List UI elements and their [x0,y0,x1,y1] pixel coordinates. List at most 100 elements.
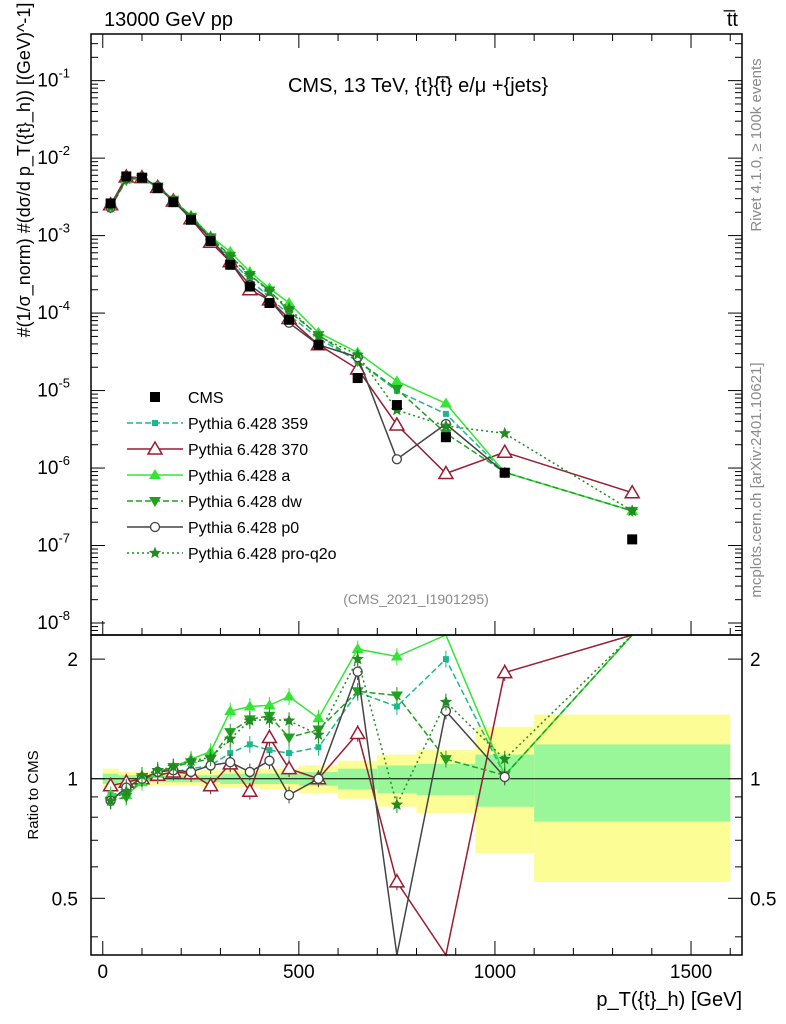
header-left: 13000 GeV pp [104,9,233,31]
cms-point [244,281,255,292]
x-tick-label: 0 [97,962,108,983]
ratio-point [104,794,117,806]
ratio-point [243,700,256,711]
ratio-point [351,643,364,654]
legend-label: CMS [188,390,224,407]
ratio-point [286,750,293,757]
cms-point [205,236,216,247]
watermark: (CMS_2021_I1901295) [343,591,489,607]
ratio-point [388,873,406,888]
side-label-top: Rivet 4.1.0, ≥ 100k events [748,58,765,231]
series-point [442,410,449,417]
y-tick-label: 10-4 [37,298,70,324]
legend-label: Pythia 6.428 a [188,468,290,485]
ratio-point [312,712,325,723]
ratio-point [243,714,256,726]
cms-point [313,339,324,350]
ratio-frame [90,634,743,956]
cms-point [105,198,116,209]
tick-labels: 10-8 10-7 10-6 10-5 10-4 10-3 10-2 10-1 0 500 1000… [37,66,776,983]
series-point [439,419,453,432]
legend-marker [149,497,161,507]
y-tick-label: 10-5 [37,376,70,402]
y-tick-label: 10-7 [37,531,70,557]
ratio-tick-label: 1 [67,770,78,791]
ratio-point [393,703,400,710]
series-point [351,348,364,360]
ratio-point [439,755,452,766]
series-point [498,426,511,439]
band-inner [416,763,476,795]
ratio-point [263,699,276,710]
ratio-tick-label-right: 2 [750,650,761,671]
series-point [391,454,403,465]
y-tick-label: 10-3 [37,221,70,247]
series-point [388,416,406,431]
ratio-tick-label: 0.5 [52,889,78,910]
main-frame [90,33,743,636]
x-axis-label: p_T({t}_h) [GeV] [596,989,742,1011]
cms-point [136,172,147,183]
series-point [312,329,325,342]
ratio-point [167,760,180,773]
cms-point [499,467,510,478]
ratio-point [283,789,295,801]
ratio-uncertainty-bands [91,714,742,882]
ratio-point [246,741,253,748]
ratio-line-pythia-6-428-p0 [110,671,506,956]
series-line-pythia-6-428-359 [109,177,633,512]
x-tick-label: 500 [283,962,315,983]
ratio-point [349,724,366,740]
legend-marker [148,546,162,559]
ratio-point [202,777,219,792]
ratio-point [280,760,298,775]
y-tick-label: 10-1 [37,66,70,92]
series-point [390,384,403,395]
ratio-point [390,650,403,661]
legend-label: Pythia 6.428 p0 [188,520,299,537]
series-point [224,250,237,263]
series-line-pythia-6-428-pro-q2o [109,176,633,512]
series-point [283,296,296,307]
series-point [390,375,403,386]
y-axis-label: #(1/σ_norm) #(dσ/d p_T({t}_h)) [(GeV)^-1… [14,3,35,338]
legend-marker [149,521,161,533]
ratio-point [244,766,255,778]
ratio-point [390,798,404,810]
ratio-point [351,652,364,665]
side-label-bottom: mcplots.cern.ch [arXiv:2401.10621] [748,362,765,597]
axes-ticks [91,33,742,955]
cms-point [627,534,638,545]
x-tick-label: 1500 [670,962,712,983]
y-tick-label: 10-8 [37,608,70,634]
series-point [437,465,455,480]
ratio-tick-label-right: 1 [750,770,761,791]
ratio-point [151,763,164,776]
ratio-tick-label: 2 [67,650,78,671]
cms-point [225,259,236,270]
ratio-tick-label-right: 0.5 [750,889,776,910]
cms-point [440,432,451,443]
ratio-point [313,773,324,784]
band-inner [377,765,417,794]
series-point [439,397,452,408]
legend-label: Pythia 6.428 370 [188,442,308,459]
legend-marker-cms [150,392,160,402]
series-line-pythia-6-428-a [109,177,633,512]
cms-point [152,183,163,194]
ratio-point [496,664,514,679]
y-tick-label: 10-6 [37,453,70,479]
ratio-point [442,656,449,663]
cms-point [168,197,179,208]
series-point [623,484,641,499]
legend-label: Pythia 6.428 359 [188,416,308,433]
ratio-point [261,728,278,744]
ratio-point [204,751,217,763]
series-line-pythia-6-428-p0 [109,176,506,474]
ratio-point [224,705,237,716]
ratio-point [315,744,322,751]
series-point [283,307,296,318]
legend-marker [149,469,161,479]
ratio-point [312,728,325,740]
